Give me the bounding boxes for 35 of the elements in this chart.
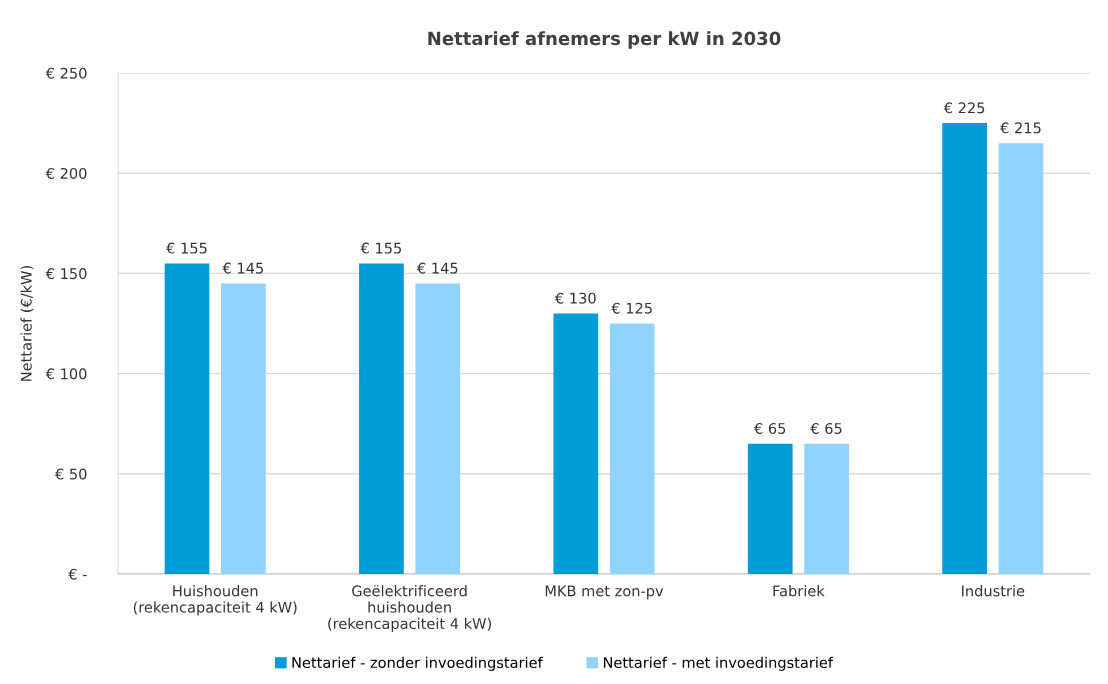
legend-label: Nettarief - zonder invoedingstarief [292, 656, 543, 671]
bar [747, 443, 793, 574]
data-label: € 130 [554, 292, 596, 304]
y-tick-label: € 150 [45, 268, 87, 280]
x-tick-label: Industrie [962, 585, 1025, 597]
y-tick-label: € 100 [45, 368, 87, 380]
bar [415, 283, 461, 574]
x-tick-label: Huishouden (rekencapaciteit 4 kW) [133, 585, 297, 616]
data-label: € 65 [810, 422, 842, 434]
bar [553, 313, 599, 574]
data-label: € 65 [753, 422, 786, 434]
bar [804, 443, 849, 574]
y-tick-label: € - [68, 568, 87, 580]
bar [998, 143, 1044, 574]
data-label: € 145 [222, 262, 263, 274]
bar [609, 323, 655, 574]
bar [221, 283, 266, 574]
y-axis-title: Nettarief (€/kW) [20, 266, 34, 381]
bar [164, 263, 210, 574]
bar [942, 123, 987, 574]
bar [359, 263, 404, 574]
x-tick-label: Fabriek [773, 585, 825, 597]
y-tick-label: € 200 [45, 167, 87, 179]
y-tick-label: € 250 [45, 67, 87, 79]
data-label: € 215 [1000, 122, 1041, 134]
chart-title: Nettarief afnemers per kW in 2030 [428, 31, 781, 49]
data-label: € 125 [611, 302, 652, 314]
x-tick-label: MKB met zon-pv [545, 585, 664, 600]
y-tick-label: € 50 [54, 468, 87, 480]
data-label: € 225 [943, 102, 985, 114]
data-label: € 145 [416, 262, 458, 274]
legend-label: Nettarief - met invoedingstarief [603, 656, 834, 671]
data-label: € 155 [166, 242, 207, 254]
x-tick-label: Geëlektrificeerd huishouden (rekencapaciteit 4 kW) [328, 585, 491, 632]
data-label: € 155 [360, 242, 402, 254]
